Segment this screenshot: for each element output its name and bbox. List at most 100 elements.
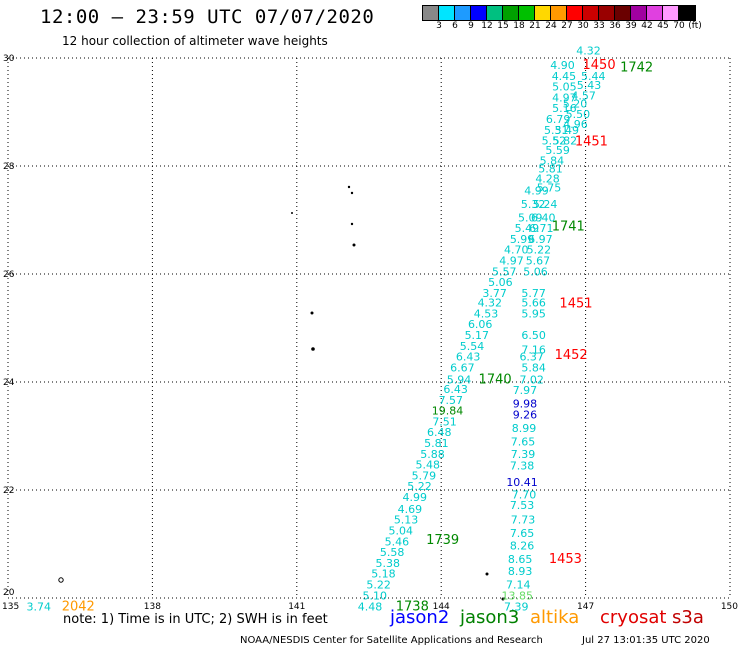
wave-height-value: 19.84 xyxy=(432,405,464,418)
wave-height-value: 7.73 xyxy=(511,514,536,527)
wave-height-value: 3.74 xyxy=(27,601,52,614)
wave-height-value: 5.79 xyxy=(412,469,437,482)
wave-height-value: 5.99 xyxy=(510,233,535,246)
color-scale-label: 18 xyxy=(513,21,525,31)
color-swatch xyxy=(663,6,679,20)
wave-height-value: 4.97 xyxy=(552,91,577,104)
x-tick-label: 147 xyxy=(577,602,594,612)
wave-height-value: 6.79 xyxy=(546,113,571,126)
wave-height-value: 4.70 xyxy=(504,244,529,257)
color-scale-label: 33 xyxy=(593,21,605,31)
wave-height-value: 5.43 xyxy=(577,79,602,92)
footnote: note: 1) Time is in UTC; 2) SWH is in fe… xyxy=(63,612,328,627)
island-mark xyxy=(58,577,64,583)
wave-height-value: 5.75 xyxy=(537,182,562,195)
wave-height-value: 4.32 xyxy=(576,44,601,57)
island-mark xyxy=(501,597,505,601)
wave-height-value: 5.58 xyxy=(380,546,405,559)
wave-height-value: 5.81 xyxy=(424,437,449,450)
wave-height-value: 5.57 xyxy=(492,265,517,278)
wave-height-value: 6.71 xyxy=(529,222,554,235)
color-scale-label: 21 xyxy=(529,21,541,31)
wave-height-value: 7.38 xyxy=(510,460,535,473)
wave-height-value: 8.99 xyxy=(512,422,537,435)
y-tick-label: 24 xyxy=(3,378,15,388)
wave-height-value: 7.65 xyxy=(511,435,536,448)
color-scale-label: 6 xyxy=(452,21,458,31)
wave-height-value: 7.39 xyxy=(504,601,529,614)
wave-height-value: 5.06 xyxy=(488,276,513,289)
wave-height-value: 5.22 xyxy=(527,244,552,257)
color-swatch xyxy=(535,6,551,20)
wave-height-value: 7.65 xyxy=(510,527,535,540)
wave-height-value: 8.93 xyxy=(508,565,533,578)
credit-line: NOAA/NESDIS Center for Satellite Applica… xyxy=(240,635,543,646)
wave-height-value: 9.26 xyxy=(513,408,538,421)
y-tick-label: 28 xyxy=(3,162,15,172)
wave-height-value: 5.17 xyxy=(465,329,490,342)
wave-height-value: 5.31 xyxy=(544,124,569,137)
wave-height-value: 4.97 xyxy=(499,255,524,268)
legend-item-s3a: s3a xyxy=(672,607,704,628)
wave-height-value: 5.22 xyxy=(366,579,391,592)
x-tick-label: 141 xyxy=(288,602,305,612)
wave-height-value: 6.43 xyxy=(443,383,468,396)
y-tick-label: 30 xyxy=(3,54,15,64)
chart-grid xyxy=(7,57,731,599)
color-swatch xyxy=(583,6,599,20)
wave-height-value: 4.28 xyxy=(535,172,560,185)
pass-time-label: 1742 xyxy=(620,61,653,76)
legend-item-altika: altika xyxy=(530,607,580,628)
wave-height-value: 6.43 xyxy=(456,351,481,364)
legend-item-jason2: jason2 xyxy=(390,607,450,628)
wave-height-value: 6.37 xyxy=(519,351,544,364)
wave-height-value: 6.67 xyxy=(450,361,475,374)
y-tick-label: 20 xyxy=(3,588,15,598)
wave-height-value: 7.70 xyxy=(512,488,537,501)
color-swatch xyxy=(599,6,615,20)
wave-height-value: 5.10 xyxy=(363,589,388,602)
wave-height-value: 5.44 xyxy=(581,70,606,83)
island-mark xyxy=(350,191,354,195)
wave-height-value: 5.48 xyxy=(415,459,440,472)
island-mark xyxy=(291,212,293,214)
color-swatch xyxy=(567,6,583,20)
pass-time-label: 1451 xyxy=(559,297,592,312)
color-scale-label: 24 xyxy=(545,21,557,31)
wave-height-value: 9.98 xyxy=(513,398,538,411)
island-mark xyxy=(485,572,489,576)
wave-height-value: 6.50 xyxy=(521,329,546,342)
pass-time-label: 1740 xyxy=(479,372,512,387)
color-scale-label: 70 xyxy=(673,21,685,31)
pass-time-label: 1450 xyxy=(583,58,616,73)
color-scale-label: 39 xyxy=(625,21,637,31)
island-mark xyxy=(310,311,314,315)
wave-height-value: 7.16 xyxy=(521,344,546,357)
wave-height-value: 5.38 xyxy=(376,557,401,570)
color-swatch xyxy=(423,6,439,20)
generation-timestamp: Jul 27 13:01:35 UTC 2020 xyxy=(582,635,710,646)
wave-height-value: 4.90 xyxy=(550,59,575,72)
y-tick-label: 26 xyxy=(3,270,15,280)
pass-time-label: 1452 xyxy=(555,348,588,363)
wave-height-value: 13.85 xyxy=(502,589,534,602)
wave-height-value: 10.41 xyxy=(506,476,538,489)
wave-height-value: 5.59 xyxy=(545,144,570,157)
wave-height-value: 4.45 xyxy=(552,70,577,83)
legend-item-jason3: jason3 xyxy=(460,607,520,628)
wave-height-value: 4.53 xyxy=(474,307,499,320)
x-tick-label: 150 xyxy=(721,602,738,612)
wave-height-value: 5.50 xyxy=(566,108,591,121)
wave-height-value: 4.32 xyxy=(478,297,503,310)
wave-height-value: 4.99 xyxy=(524,184,549,197)
pass-time-label: 1453 xyxy=(549,552,582,567)
wave-height-value: 5.94 xyxy=(447,373,472,386)
wave-height-value: 7.57 xyxy=(439,394,464,407)
wave-height-value: 5.84 xyxy=(521,361,546,374)
pass-time-label: 1451 xyxy=(575,135,608,150)
color-scale-label: 30 xyxy=(577,21,589,31)
wave-height-value: 4.96 xyxy=(563,118,588,131)
color-swatch xyxy=(455,6,471,20)
